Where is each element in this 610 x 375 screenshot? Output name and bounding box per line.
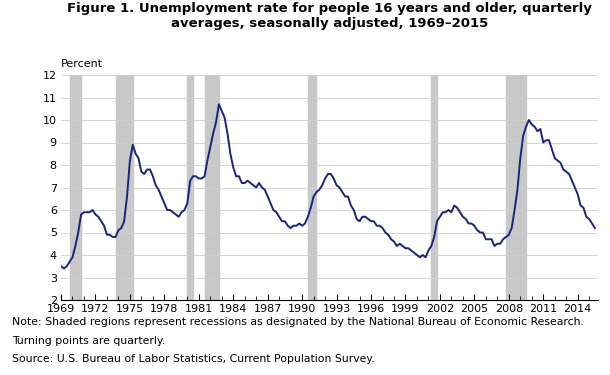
Text: Percent: Percent — [61, 59, 103, 69]
Text: Note: Shaded regions represent recessions as designated by the National Bureau o: Note: Shaded regions represent recession… — [12, 317, 584, 327]
Text: Turning points are quarterly.: Turning points are quarterly. — [12, 336, 165, 346]
Text: Source: U.S. Bureau of Labor Statistics, Current Population Survey.: Source: U.S. Bureau of Labor Statistics,… — [12, 354, 375, 364]
Text: Figure 1. Unemployment rate for people 16 years and older, quarterly: Figure 1. Unemployment rate for people 1… — [67, 2, 592, 15]
Text: averages, seasonally adjusted, 1969–2015: averages, seasonally adjusted, 1969–2015 — [171, 17, 488, 30]
Bar — [506, 75, 526, 300]
Bar — [70, 75, 81, 300]
Bar — [115, 75, 133, 300]
Bar — [187, 75, 193, 300]
Bar — [204, 75, 219, 300]
Bar — [431, 75, 437, 300]
Bar — [308, 75, 317, 300]
